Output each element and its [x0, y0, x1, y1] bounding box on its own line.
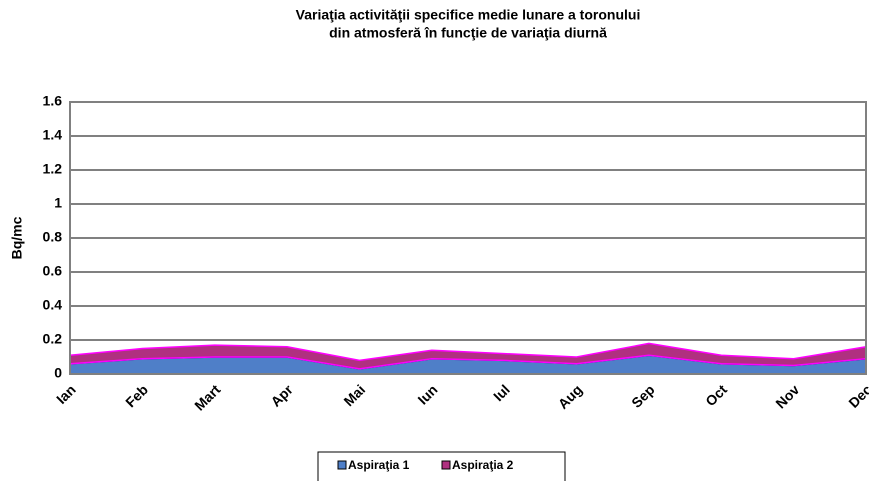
- x-tick-label: Nov: [772, 381, 802, 411]
- x-tick-label: Apr: [267, 381, 296, 410]
- x-tick-label: Feb: [122, 381, 151, 410]
- legend-label: Aspiraţia 2: [452, 458, 514, 472]
- x-tick-label: Aug: [555, 381, 586, 412]
- legend-swatch: [441, 460, 451, 470]
- x-tick-label: Ian: [53, 381, 79, 407]
- x-tick-label: Sep: [628, 381, 657, 410]
- x-tick-label: Mart: [191, 381, 223, 413]
- y-tick-label: 0.4: [43, 297, 63, 313]
- y-tick-label: 0.8: [43, 229, 63, 245]
- y-tick-label: 0.2: [43, 331, 63, 347]
- y-tick-label: 0.6: [43, 263, 63, 279]
- y-tick-label: 1.6: [43, 93, 63, 109]
- y-tick-label: 0: [54, 365, 62, 381]
- y-tick-label: 1.2: [43, 161, 63, 177]
- plot-border: [69, 101, 867, 375]
- x-tick-label: Iul: [490, 381, 513, 404]
- legend-swatch: [337, 460, 347, 470]
- chart-title: Variaţia activităţii specifice medie lun…: [296, 7, 641, 23]
- x-tick-label: Iun: [414, 381, 440, 407]
- y-tick-label: 1.4: [43, 127, 63, 143]
- x-tick-label: Oct: [702, 381, 730, 409]
- legend-label: Aspiraţia 1: [348, 458, 410, 472]
- y-tick-label: 1: [54, 195, 62, 211]
- chart-title: din atmosferă în funcţie de variaţia diu…: [329, 25, 607, 41]
- x-tick-label: Mai: [340, 381, 368, 409]
- x-tick-label: Dec: [845, 381, 869, 411]
- y-axis-label: Bq/mc: [9, 216, 25, 259]
